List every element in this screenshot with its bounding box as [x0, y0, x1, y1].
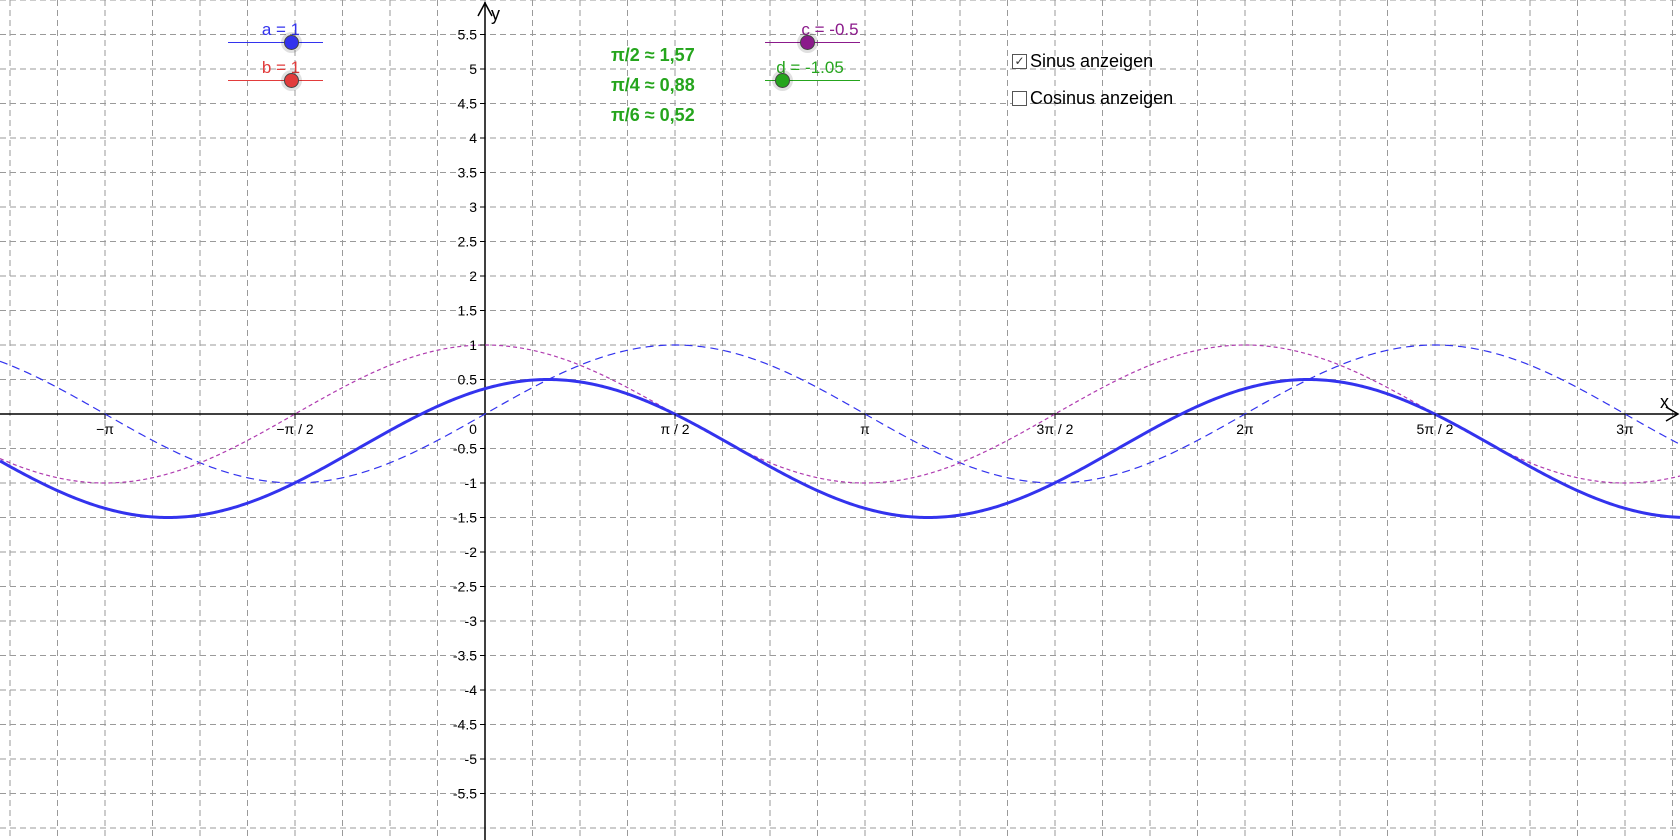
y-tick-label: 1.5 — [458, 303, 478, 319]
y-tick-label: -4 — [465, 682, 478, 698]
y-tick-label: -1.5 — [453, 510, 477, 526]
y-tick-label: 5 — [469, 61, 477, 77]
x-tick-label: −π / 2 — [276, 421, 314, 437]
y-tick-label: -2 — [465, 544, 478, 560]
x-tick-label: π / 2 — [660, 421, 689, 437]
y-tick-label: 0.5 — [458, 372, 478, 388]
y-tick-label: -3 — [465, 613, 478, 629]
slider-b-track[interactable] — [228, 80, 323, 81]
slider-c-handle[interactable] — [800, 35, 815, 50]
slider-c-label: c = -0.5 — [801, 20, 859, 39]
x-tick-label: 3π — [1616, 421, 1634, 437]
y-tick-label: -2.5 — [453, 579, 477, 595]
y-tick-label: 4 — [469, 130, 477, 146]
curves — [0, 344, 1680, 520]
checkbox-cosinus-label: Cosinus anzeigen — [1030, 88, 1174, 108]
curve-sine-dashed — [0, 344, 1680, 484]
y-tick-label: 2.5 — [458, 234, 478, 250]
checkbox-cosinus-box[interactable] — [1012, 91, 1027, 106]
slider-d-label: d = -1.05 — [776, 58, 844, 77]
y-tick-label: -5 — [465, 751, 478, 767]
x-axis-arrow — [1665, 406, 1680, 422]
y-tick-label: -5.5 — [453, 786, 477, 802]
checkbox-cosinus[interactable]: Cosinus anzeigen — [1012, 88, 1173, 109]
x-tick-label: π — [860, 421, 870, 437]
slider-a[interactable]: a = 1 — [228, 20, 328, 60]
y-axis-arrow — [477, 1, 493, 17]
slider-b[interactable]: b = 1 — [228, 58, 328, 98]
checkbox-sinus-label: Sinus anzeigen — [1030, 51, 1154, 71]
slider-d[interactable]: d = -1.05 — [765, 58, 865, 98]
slider-b-label: b = 1 — [261, 58, 301, 77]
y-tick-label: -1 — [465, 475, 478, 491]
curve-cosine-dashed — [0, 344, 1680, 484]
y-axis-label: y — [491, 4, 500, 24]
y-tick-label: -0.5 — [453, 441, 477, 457]
curve-transformed-sine — [0, 377, 1680, 520]
slider-b-handle[interactable] — [284, 73, 299, 88]
y-tick-label: 4.5 — [458, 96, 478, 112]
constant-pi-quarter: π/4 ≈ 0,88 — [611, 75, 695, 95]
y-tick-label: 1 — [469, 337, 477, 353]
x-tick-label: 0 — [469, 421, 477, 437]
slider-c[interactable]: c = -0.5 — [765, 20, 865, 60]
slider-a-label: a = 1 — [261, 20, 301, 39]
y-tick-label: 5.5 — [458, 27, 478, 43]
x-axis-label: x — [1660, 392, 1669, 412]
constant-pi-sixth: π/6 ≈ 0,52 — [611, 105, 695, 125]
y-tick-label: -4.5 — [453, 717, 477, 733]
y-tick-label: 3.5 — [458, 165, 478, 181]
x-tick-label: 3π / 2 — [1037, 421, 1074, 437]
y-tick-label: 3 — [469, 199, 477, 215]
slider-d-handle[interactable] — [775, 73, 790, 88]
checkbox-sinus-box[interactable]: ✓ — [1012, 54, 1027, 69]
y-tick-label: 2 — [469, 268, 477, 284]
slider-a-handle[interactable] — [284, 35, 299, 50]
y-tick-label: -3.5 — [453, 648, 477, 664]
slider-a-track[interactable] — [228, 42, 323, 43]
constant-pi-half: π/2 ≈ 1,57 — [611, 45, 695, 65]
x-tick-label: 2π — [1236, 421, 1254, 437]
slider-d-track[interactable] — [765, 80, 860, 81]
constants-panel: π/2 ≈ 1,57 π/4 ≈ 0,88 π/6 ≈ 0,52 — [611, 40, 695, 130]
tick-labels: −π −π / 2 0 π / 2 π 3π / 2 2π 5π / 2 3π -5.5 -5 -4.… — [96, 27, 1634, 802]
checkbox-sinus[interactable]: ✓ Sinus anzeigen — [1012, 51, 1153, 72]
x-tick-label: 5π / 2 — [1417, 421, 1454, 437]
x-tick-label: −π — [96, 421, 114, 437]
